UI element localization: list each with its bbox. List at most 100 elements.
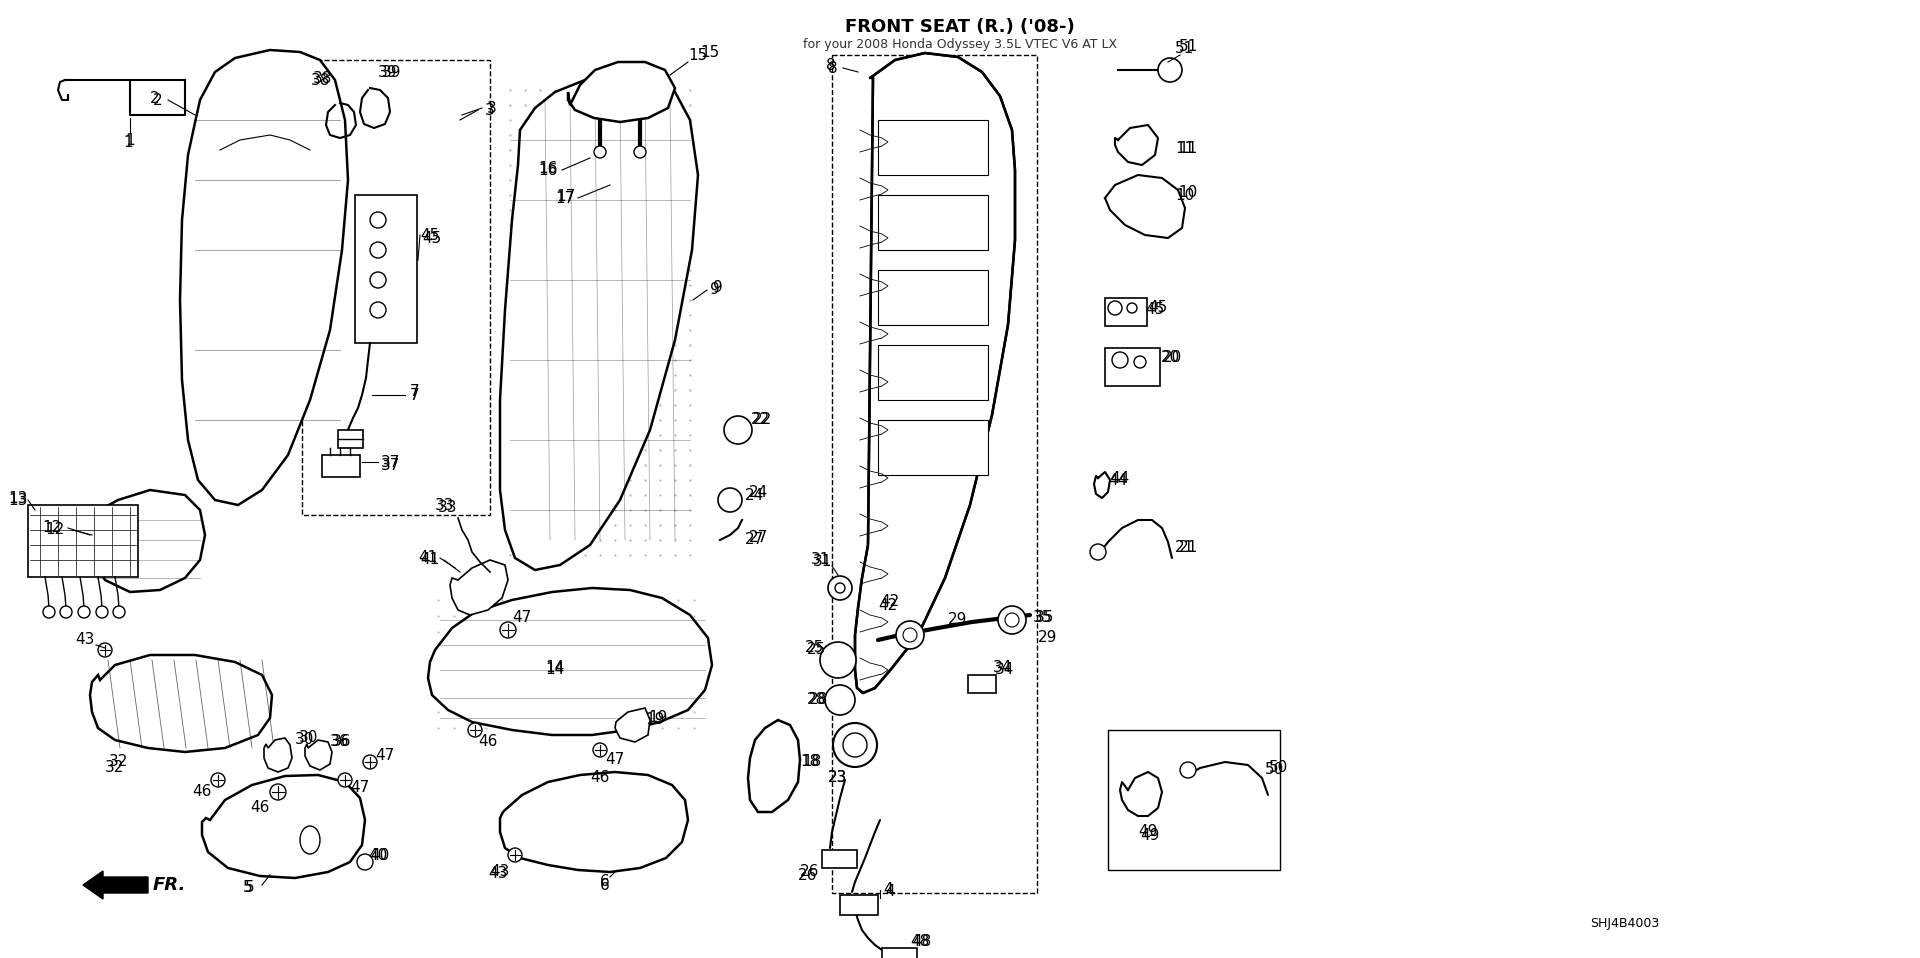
Text: 32: 32	[108, 755, 129, 769]
Circle shape	[371, 272, 386, 288]
Circle shape	[79, 606, 90, 618]
Circle shape	[271, 784, 286, 800]
Circle shape	[113, 606, 125, 618]
Text: 2: 2	[154, 93, 163, 107]
Text: 4: 4	[883, 882, 893, 898]
Bar	[1106, 348, 1160, 386]
Text: 10: 10	[1175, 188, 1194, 202]
Bar	[877, 195, 989, 250]
Text: SHJ4B4003: SHJ4B4003	[1590, 917, 1659, 930]
Circle shape	[902, 628, 918, 642]
Polygon shape	[88, 490, 205, 592]
Bar	[1108, 730, 1281, 870]
Bar	[323, 455, 361, 477]
Circle shape	[1127, 303, 1137, 313]
Circle shape	[826, 685, 854, 715]
Text: 11: 11	[1175, 141, 1194, 155]
Text: 45: 45	[1148, 301, 1167, 315]
Text: 5: 5	[246, 880, 255, 896]
Text: 26: 26	[799, 868, 818, 882]
Text: 12: 12	[42, 520, 61, 536]
Text: 30: 30	[298, 731, 317, 745]
Bar	[1106, 298, 1146, 326]
Text: 22: 22	[753, 413, 772, 427]
Text: 15: 15	[689, 48, 708, 62]
Circle shape	[357, 854, 372, 870]
Text: 17: 17	[555, 191, 574, 206]
Text: 24: 24	[745, 488, 764, 503]
Text: for your 2008 Honda Odyssey 3.5L VTEC V6 AT LX: for your 2008 Honda Odyssey 3.5L VTEC V6…	[803, 38, 1117, 51]
Text: 43: 43	[75, 632, 94, 648]
Circle shape	[998, 606, 1025, 634]
Circle shape	[338, 773, 351, 787]
Polygon shape	[1106, 175, 1185, 238]
Text: 9: 9	[710, 283, 720, 298]
Text: 31: 31	[812, 555, 831, 569]
Text: 29: 29	[948, 612, 968, 627]
Text: FR.: FR.	[154, 876, 186, 894]
Text: 50: 50	[1265, 763, 1284, 778]
Text: 23: 23	[828, 770, 849, 786]
Polygon shape	[749, 720, 801, 812]
Polygon shape	[568, 62, 676, 122]
Text: 46: 46	[589, 770, 611, 786]
Text: 41: 41	[420, 553, 440, 567]
Text: 3: 3	[488, 101, 497, 116]
Circle shape	[1181, 762, 1196, 778]
Polygon shape	[265, 738, 292, 772]
Circle shape	[363, 755, 376, 769]
Text: 47: 47	[376, 747, 396, 763]
Text: 39: 39	[382, 64, 401, 80]
Text: 17: 17	[557, 189, 576, 203]
Text: 49: 49	[1139, 825, 1158, 839]
Text: 20: 20	[1160, 351, 1179, 366]
Text: 16: 16	[538, 161, 557, 175]
Text: 34: 34	[995, 663, 1014, 677]
Bar	[877, 420, 989, 475]
Text: 46: 46	[250, 801, 269, 815]
Text: 7: 7	[411, 387, 420, 402]
Circle shape	[1135, 356, 1146, 368]
Text: 34: 34	[993, 660, 1012, 675]
Text: 31: 31	[810, 553, 829, 567]
Text: 36: 36	[330, 735, 349, 749]
Circle shape	[1004, 613, 1020, 627]
Text: 8: 8	[826, 57, 835, 73]
Text: 33: 33	[438, 500, 457, 515]
Text: 1: 1	[123, 134, 132, 149]
Text: 40: 40	[371, 848, 390, 862]
Text: 19: 19	[645, 713, 664, 727]
Text: 51: 51	[1175, 40, 1194, 56]
Text: 19: 19	[649, 711, 668, 725]
Text: 26: 26	[801, 864, 820, 879]
Polygon shape	[305, 740, 332, 770]
Text: 45: 45	[420, 227, 440, 242]
Text: 12: 12	[46, 522, 65, 537]
Text: 8: 8	[828, 60, 837, 76]
Circle shape	[371, 242, 386, 258]
Text: 41: 41	[419, 551, 438, 565]
Polygon shape	[854, 53, 1016, 693]
Bar	[355, 195, 417, 343]
Circle shape	[593, 146, 607, 158]
Text: 27: 27	[745, 533, 764, 548]
Circle shape	[828, 576, 852, 600]
Text: 45: 45	[1146, 303, 1165, 317]
Bar	[877, 270, 989, 325]
Text: 16: 16	[538, 163, 557, 177]
Circle shape	[833, 723, 877, 767]
Bar	[822, 850, 856, 868]
Text: FRONT SEAT (R.) ('08-): FRONT SEAT (R.) ('08-)	[845, 18, 1075, 36]
Polygon shape	[428, 588, 712, 735]
Text: 32: 32	[106, 761, 125, 775]
Bar	[841, 895, 877, 915]
Text: 2: 2	[150, 90, 159, 105]
Circle shape	[98, 643, 111, 657]
Bar	[831, 55, 1037, 893]
Circle shape	[211, 773, 225, 787]
Text: 27: 27	[749, 531, 768, 545]
Text: 4: 4	[885, 884, 895, 900]
Text: 42: 42	[877, 598, 899, 612]
Circle shape	[843, 733, 868, 757]
Text: 42: 42	[881, 595, 900, 609]
